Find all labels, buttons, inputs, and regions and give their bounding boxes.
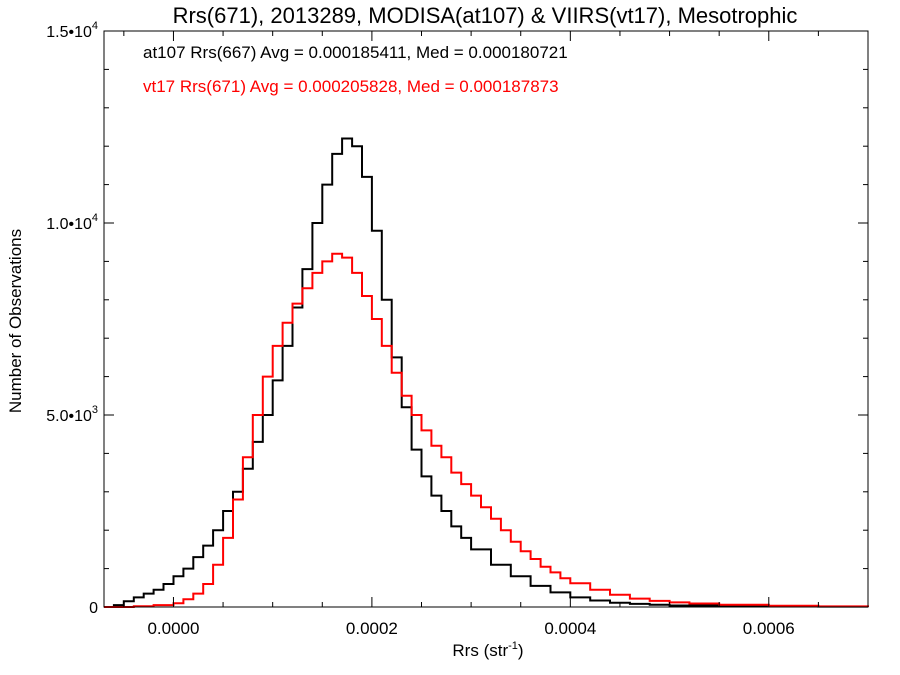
x-tick-label: 0.0000 <box>147 619 199 638</box>
chart-title: Rrs(671), 2013289, MODISA(at107) & VIIRS… <box>173 3 798 28</box>
plot-frame <box>103 30 869 608</box>
plot-area: 0.0000 0.0002 0.0004 0.0006 0 5.0•103 1.0•104 1… <box>46 20 869 638</box>
y-tick-label: 1.0•104 <box>46 212 98 233</box>
series-line-vt17 <box>104 252 869 608</box>
y-axis-label: Number of Observations <box>6 229 25 413</box>
x-axis-label: Rrs (str-1) <box>452 640 523 660</box>
y-tick-label: 5.0•103 <box>46 404 98 425</box>
y-tick-label: 1.5•104 <box>46 20 98 41</box>
x-axis-label-superscript: -1 <box>508 640 518 652</box>
legend-entry-vt17: vt17 Rrs(671) Avg = 0.000205828, Med = 0… <box>143 77 559 96</box>
legend-entry-at107: at107 Rrs(667) Avg = 0.000185411, Med = … <box>143 43 568 62</box>
x-tick-label: 0.0006 <box>743 619 795 638</box>
series-line-at107 <box>104 137 869 608</box>
x-tick-label: 0.0002 <box>346 619 398 638</box>
y-tick-label: 0 <box>89 600 98 617</box>
x-tick-label: 0.0004 <box>544 619 596 638</box>
